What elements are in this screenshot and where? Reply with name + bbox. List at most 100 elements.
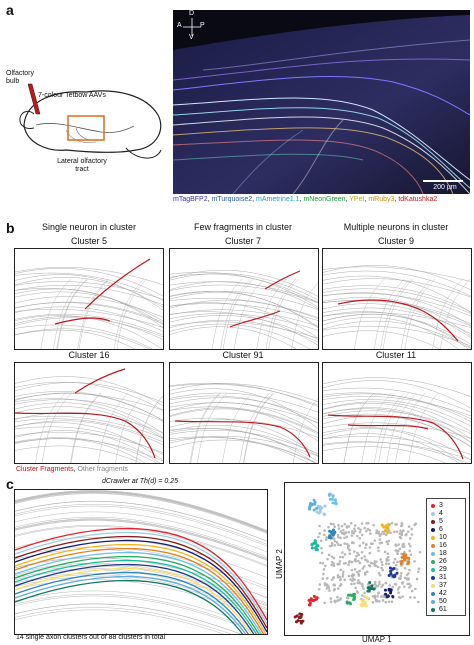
umap-cluster-point: [313, 539, 317, 543]
grey-trace: [15, 511, 267, 553]
grey-trace: [15, 505, 267, 547]
umap-point: [337, 524, 340, 527]
grey-fibre: [135, 395, 163, 463]
umap-point: [402, 545, 406, 548]
cluster-label: Cluster 7: [224, 236, 261, 246]
cluster-trace: [15, 559, 258, 634]
umap-point: [368, 564, 372, 568]
umap-cluster-point: [369, 587, 373, 591]
grey-fibre: [211, 278, 243, 349]
umap-cluster-point: [313, 598, 317, 602]
legend-label: 61: [439, 606, 447, 613]
umap-point: [406, 582, 409, 586]
umap-point: [329, 597, 333, 600]
umap-point: [336, 599, 340, 602]
umap-point: [381, 530, 385, 534]
umap-point: [343, 542, 346, 545]
umap-cluster-point: [384, 592, 388, 596]
umap-point: [353, 529, 357, 533]
umap-point: [341, 551, 344, 554]
cluster-label: Cluster 9: [377, 236, 414, 246]
umap-point: [400, 531, 404, 534]
grey-fibre: [170, 315, 318, 340]
umap-cluster-point: [386, 594, 390, 598]
grey-fibre: [170, 284, 318, 303]
fluor-label: mNeonGreen: [303, 196, 346, 203]
grey-fibre: [382, 278, 414, 349]
umap-cluster-point: [317, 505, 321, 509]
grey-fibre: [170, 388, 318, 429]
umap-point: [353, 527, 356, 530]
umap-point: [321, 562, 325, 565]
umap-cluster-point: [352, 597, 356, 601]
umap-point: [340, 524, 344, 528]
umap-point: [396, 552, 399, 556]
umap-point: [330, 555, 334, 558]
umap-point: [342, 570, 345, 574]
umap-point: [348, 560, 351, 563]
grey-trace: [15, 493, 267, 534]
grey-fibre: [170, 302, 318, 339]
grey-fibre: [15, 418, 163, 443]
grey-fibre: [354, 278, 385, 349]
grey-trace: [15, 519, 267, 560]
grey-fibre: [268, 278, 299, 349]
cluster-trace: [15, 539, 267, 633]
umap-point: [333, 543, 337, 547]
umap-point: [344, 561, 347, 565]
grey-trace: [15, 490, 267, 532]
umap-cluster-point: [361, 598, 365, 602]
panel-letter-c: c: [6, 476, 14, 492]
grey-fibre: [361, 392, 392, 463]
umap-cluster-point: [312, 498, 316, 502]
umap-cluster-point: [313, 546, 317, 550]
umap-point: [408, 537, 412, 540]
umap-point: [395, 530, 399, 534]
umap-point: [378, 573, 382, 577]
grey-fibre: [323, 428, 463, 463]
umap-point: [332, 537, 336, 541]
umap-cluster-point: [315, 506, 319, 510]
grey-fibre: [15, 328, 150, 349]
grey-fibre: [386, 392, 417, 463]
legend-entry: 4: [431, 510, 443, 518]
umap-point: [327, 525, 330, 529]
grey-fibre: [170, 428, 315, 463]
umap-point: [343, 523, 347, 526]
grey-fibre: [323, 300, 471, 327]
grey-trace: [15, 520, 267, 561]
fluor-sep: ,: [207, 196, 212, 203]
umap-point: [394, 522, 397, 526]
cluster-trace: [15, 555, 260, 634]
red-fragment: [84, 258, 151, 310]
umap-point: [388, 584, 391, 587]
cluster-label: Cluster 5: [70, 236, 107, 246]
umap-point: [387, 562, 391, 566]
grey-fibre: [189, 392, 220, 463]
grey-fibre: [323, 325, 471, 347]
umap-cluster-point: [389, 571, 393, 575]
umap-cluster-point: [299, 619, 303, 623]
umap-point: [393, 582, 397, 586]
legend-label: 18: [439, 550, 447, 557]
umap-point: [319, 561, 322, 565]
umap-point: [392, 530, 396, 534]
umap-point: [347, 544, 351, 547]
umap-point: [351, 579, 354, 582]
fluor-label: mTurquoise2: [211, 196, 253, 203]
grey-fibre: [170, 303, 318, 321]
red-fragment: [174, 420, 311, 458]
grey-fibre: [197, 392, 228, 463]
grey-fibre: [170, 311, 318, 346]
umap-cluster-point: [312, 594, 316, 598]
umap-point: [417, 567, 421, 571]
grey-fibre: [41, 392, 73, 463]
umap-point: [401, 581, 405, 584]
grey-fibre: [170, 406, 318, 434]
umap-point: [402, 529, 405, 532]
umap-point: [380, 566, 383, 570]
umap-point: [351, 530, 354, 533]
grey-fibre: [323, 292, 471, 326]
grey-fibre: [15, 288, 163, 325]
umap-point: [361, 594, 364, 597]
